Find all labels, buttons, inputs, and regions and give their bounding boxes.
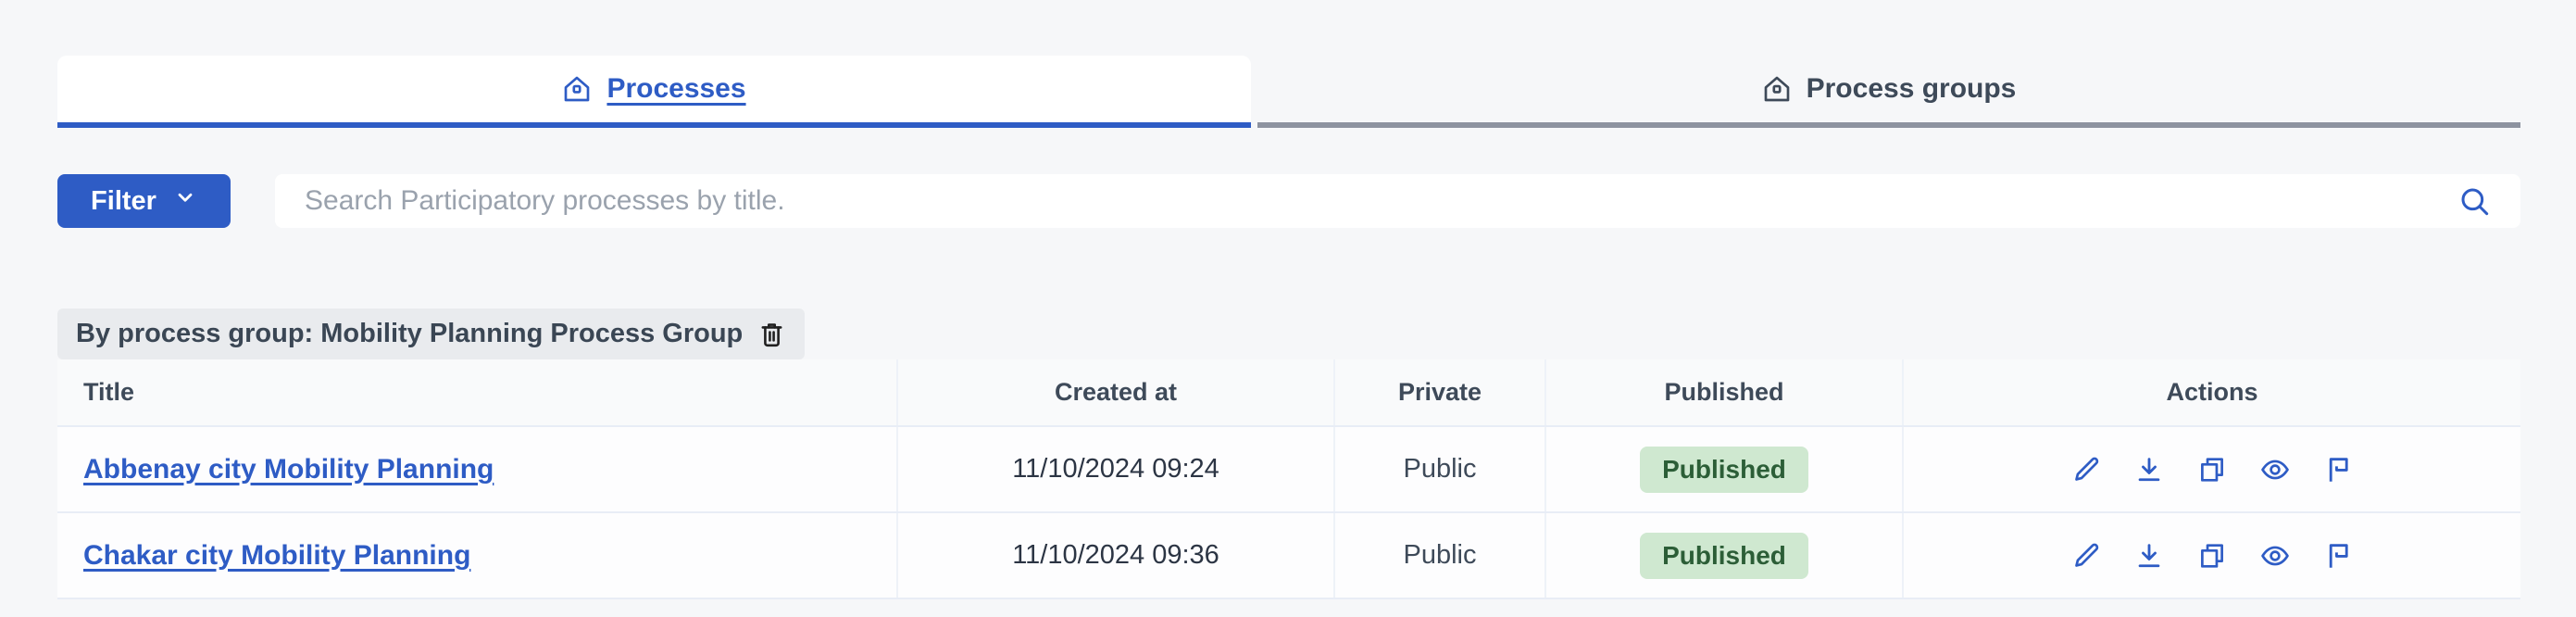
search-input[interactable] <box>275 174 2520 228</box>
flag-icon[interactable] <box>2322 540 2354 572</box>
copy-icon[interactable] <box>2196 454 2228 485</box>
column-header-published: Published <box>1544 359 1903 427</box>
download-icon[interactable] <box>2133 540 2165 572</box>
active-filters-row: By process group: Mobility Planning Proc… <box>57 308 2520 359</box>
column-header-title: Title <box>57 359 897 427</box>
tab-bar: Processes Process groups <box>57 56 2520 128</box>
active-filter-chip: By process group: Mobility Planning Proc… <box>57 308 806 359</box>
eye-icon[interactable] <box>2259 540 2291 572</box>
private-cell: Public <box>1333 426 1545 513</box>
flag-icon[interactable] <box>2322 454 2354 485</box>
tab-process-groups-label: Process groups <box>1806 73 2017 104</box>
page: Processes Process groups Filter <box>57 0 2520 599</box>
process-title-link[interactable]: Chakar city Mobility Planning <box>83 539 471 571</box>
chevron-down-icon <box>173 185 197 217</box>
table-row: Abbenay city Mobility Planning 11/10/202… <box>57 426 2520 513</box>
tab-divider <box>1251 56 1257 128</box>
search-icon[interactable] <box>2456 183 2493 222</box>
table-header-row: Title Created at Private Published Actio… <box>57 359 2520 427</box>
created-at-cell: 11/10/2024 09:36 <box>896 512 1334 599</box>
processes-table: Title Created at Private Published Actio… <box>57 359 2520 599</box>
column-header-actions: Actions <box>1902 359 2520 427</box>
row-actions <box>1905 454 2520 485</box>
home-icon <box>562 74 592 104</box>
active-filter-label: By process group: Mobility Planning Proc… <box>76 319 744 348</box>
search-field-wrapper <box>275 174 2520 228</box>
download-icon[interactable] <box>2133 454 2165 485</box>
toolbar: Filter <box>57 174 2520 228</box>
home-icon <box>1762 74 1792 104</box>
process-title-link[interactable]: Abbenay city Mobility Planning <box>83 453 494 485</box>
eye-icon[interactable] <box>2259 454 2291 485</box>
published-badge: Published <box>1640 446 1808 493</box>
table-row: Chakar city Mobility Planning 11/10/2024… <box>57 512 2520 599</box>
tab-processes[interactable]: Processes <box>57 56 1251 128</box>
filter-button[interactable]: Filter <box>57 174 231 228</box>
private-cell: Public <box>1333 512 1545 599</box>
pencil-icon[interactable] <box>2070 540 2102 572</box>
copy-icon[interactable] <box>2196 540 2228 572</box>
pencil-icon[interactable] <box>2070 454 2102 485</box>
published-badge: Published <box>1640 532 1808 579</box>
tab-process-groups[interactable]: Process groups <box>1257 56 2520 128</box>
column-header-created-at: Created at <box>896 359 1334 427</box>
filter-button-label: Filter <box>91 185 156 216</box>
tab-processes-label: Processes <box>606 73 746 104</box>
column-header-private: Private <box>1333 359 1545 427</box>
trash-icon[interactable] <box>757 320 786 348</box>
created-at-cell: 11/10/2024 09:24 <box>896 426 1334 513</box>
row-actions <box>1905 540 2520 572</box>
